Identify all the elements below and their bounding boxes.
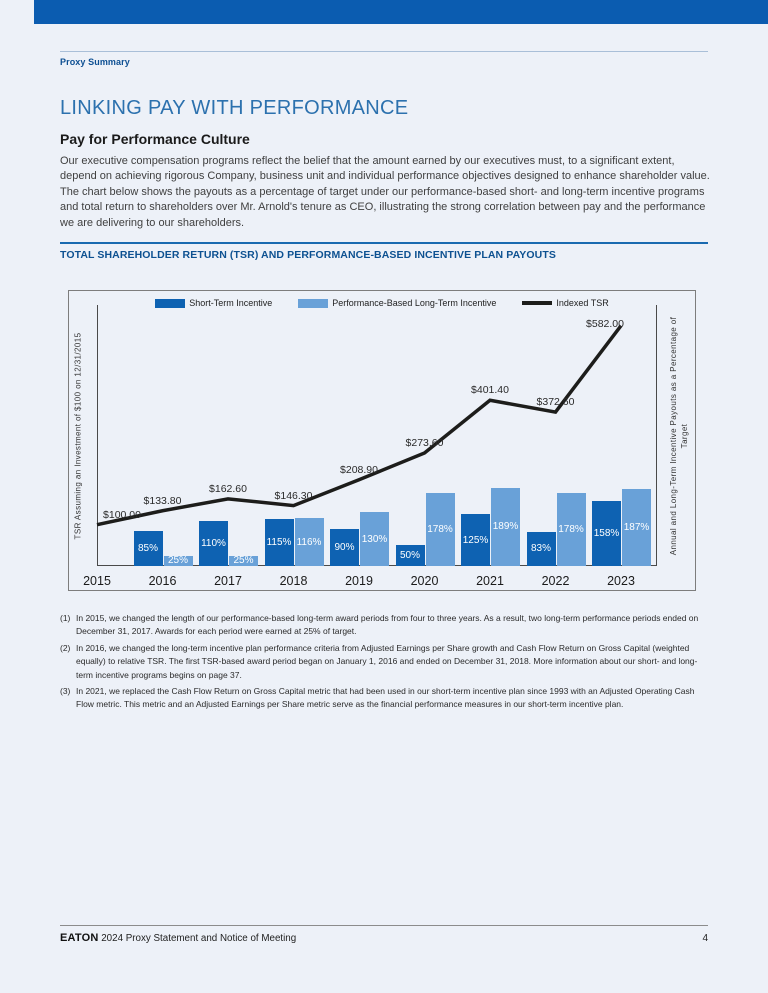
footnote-marker: (3) (60, 686, 71, 697)
tsr-payout-chart: Short-Term Incentive Performance-Based L… (68, 290, 696, 591)
tsr-point-label-2015: $100.00 (103, 508, 141, 521)
plot-area: 2015 2016 85% 25% 2017 110% 25% 2018 115% 116% 201… (83, 305, 657, 588)
x-axis-label-2019: 2019 (345, 574, 373, 588)
tsr-point-label-2022: $372.60 (536, 396, 575, 409)
tsr-point-label-2021: $401.40 (471, 384, 509, 397)
section-heading: Pay for Performance Culture (60, 131, 250, 147)
footnote-marker: (2) (60, 642, 71, 653)
tsr-point-label-2018: $146.30 (274, 489, 313, 502)
page-footer: EATON 2024 Proxy Statement and Notice of… (60, 925, 708, 944)
page-number: 4 (702, 933, 708, 944)
bar-short-term-2023: 158% (592, 500, 621, 566)
bar-short-term-2022: 83% (526, 531, 556, 566)
x-axis-label-2016: 2016 (148, 574, 177, 588)
footer-title: 2024 Proxy Statement and Notice of Meeti… (101, 933, 297, 944)
bar-value-label: 189% (492, 521, 519, 533)
breadcrumb: Proxy Summary (60, 51, 708, 67)
x-axis-label-2018: 2018 (279, 574, 308, 588)
bar-value-label: 85% (137, 542, 158, 554)
footnote-item: (1) In 2015, we changed the length of our… (60, 612, 712, 639)
tsr-point-label-2016: $133.80 (143, 494, 182, 507)
chart-heading: TOTAL SHAREHOLDER RETURN (TSR) AND PERFO… (60, 249, 556, 261)
top-accent-bar (34, 0, 768, 24)
left-axis-line (97, 305, 98, 566)
short-term-swatch-icon (155, 298, 186, 308)
bar-long-term-2021: 189% (491, 487, 520, 566)
footnote-text: In 2015, we changed the length of our pe… (76, 613, 699, 637)
right-axis-title-text: Annual and Long-Term Incentive Payouts a… (669, 316, 689, 555)
legend-label: Short-Term Incentive (189, 298, 273, 308)
footer-text: EATON 2024 Proxy Statement and Notice of… (60, 932, 296, 944)
indexed-tsr-line (96, 324, 623, 527)
legend-label: Performance-Based Long-Term Incentive (332, 298, 497, 308)
bar-long-term-2022: 178% (556, 492, 586, 566)
bar-long-term-2017: 25% (229, 555, 258, 567)
tsr-point-label-2023: $582.00 (586, 317, 624, 330)
x-axis-label-2021: 2021 (476, 574, 504, 588)
footnote-item: (2) In 2016, we changed the long-term inc… (60, 642, 712, 682)
bar-value-label: 158% (593, 527, 620, 539)
bar-value-label: 115% (266, 536, 292, 548)
bar-value-label: 50% (399, 550, 420, 562)
bar-long-term-2023: 187% (622, 488, 651, 566)
long-term-swatch-icon (298, 298, 329, 308)
tsr-point-label-2017: $162.60 (209, 482, 247, 495)
footnotes: (1) In 2015, we changed the length of our… (60, 612, 712, 715)
legend-item-short-term: Short-Term Incentive (155, 298, 272, 308)
bar-value-label: 178% (558, 523, 584, 535)
legend-item-indexed-tsr: Indexed TSR (522, 298, 609, 308)
page-title: LINKING PAY WITH PERFORMANCE (60, 97, 409, 119)
section-divider (60, 242, 708, 244)
bar-long-term-2016: 25% (163, 555, 193, 567)
footnote-text: In 2016, we changed the long-term incent… (76, 642, 698, 680)
bar-short-term-2018: 115% (264, 518, 294, 566)
tsr-point-label-2020: $273.60 (405, 437, 444, 450)
x-axis-label-2017: 2017 (214, 574, 242, 588)
bar-short-term-2020: 50% (395, 545, 425, 566)
right-axis-title: Annual and Long-Term Incentive Payouts a… (665, 305, 693, 566)
body-paragraph: Our executive compensation programs refl… (60, 155, 710, 229)
bar-value-label: 90% (334, 541, 355, 553)
x-axis-label-2015: 2015 (83, 574, 111, 588)
bar-short-term-2021: 125% (461, 514, 490, 566)
left-axis-title: TSR Assuming an Investment of $100 on 12… (73, 332, 83, 539)
bar-long-term-2020: 178% (425, 492, 455, 566)
legend-label: Indexed TSR (556, 298, 609, 308)
bar-value-label: 25% (167, 555, 188, 567)
bar-value-label: 110% (201, 537, 226, 549)
bar-value-label: 83% (530, 543, 551, 555)
bar-long-term-2019: 130% (360, 512, 389, 566)
x-axis-label-2020: 2020 (410, 574, 439, 588)
right-axis-line (656, 305, 657, 566)
footnote-text: In 2021, we replaced the Cash Flow Retur… (76, 686, 695, 710)
footnote-item: (3) In 2021, we replaced the Cash Flow Re… (60, 685, 712, 712)
bar-value-label: 125% (462, 534, 489, 546)
brand-logo: EATON (60, 932, 99, 944)
x-axis-label-2023: 2023 (607, 574, 635, 588)
bar-value-label: 187% (623, 521, 650, 533)
bar-value-label: 130% (361, 533, 388, 545)
x-axis-label-2022: 2022 (541, 574, 570, 588)
bar-value-label: 116% (296, 536, 322, 548)
legend-item-long-term: Performance-Based Long-Term Incentive (298, 298, 496, 308)
footnote-marker: (1) (60, 613, 71, 623)
bar-value-label: 25% (233, 555, 254, 567)
bar-long-term-2018: 116% (294, 518, 324, 566)
bar-short-term-2017: 110% (199, 520, 228, 566)
chart-legend: Short-Term Incentive Performance-Based L… (69, 296, 695, 310)
bar-short-term-2019: 90% (330, 528, 359, 566)
tsr-point-label-2019: $208.90 (340, 463, 378, 476)
bar-value-label: 178% (427, 523, 453, 535)
bar-short-term-2016: 85% (133, 530, 163, 566)
tsr-line-swatch-icon (522, 301, 553, 305)
